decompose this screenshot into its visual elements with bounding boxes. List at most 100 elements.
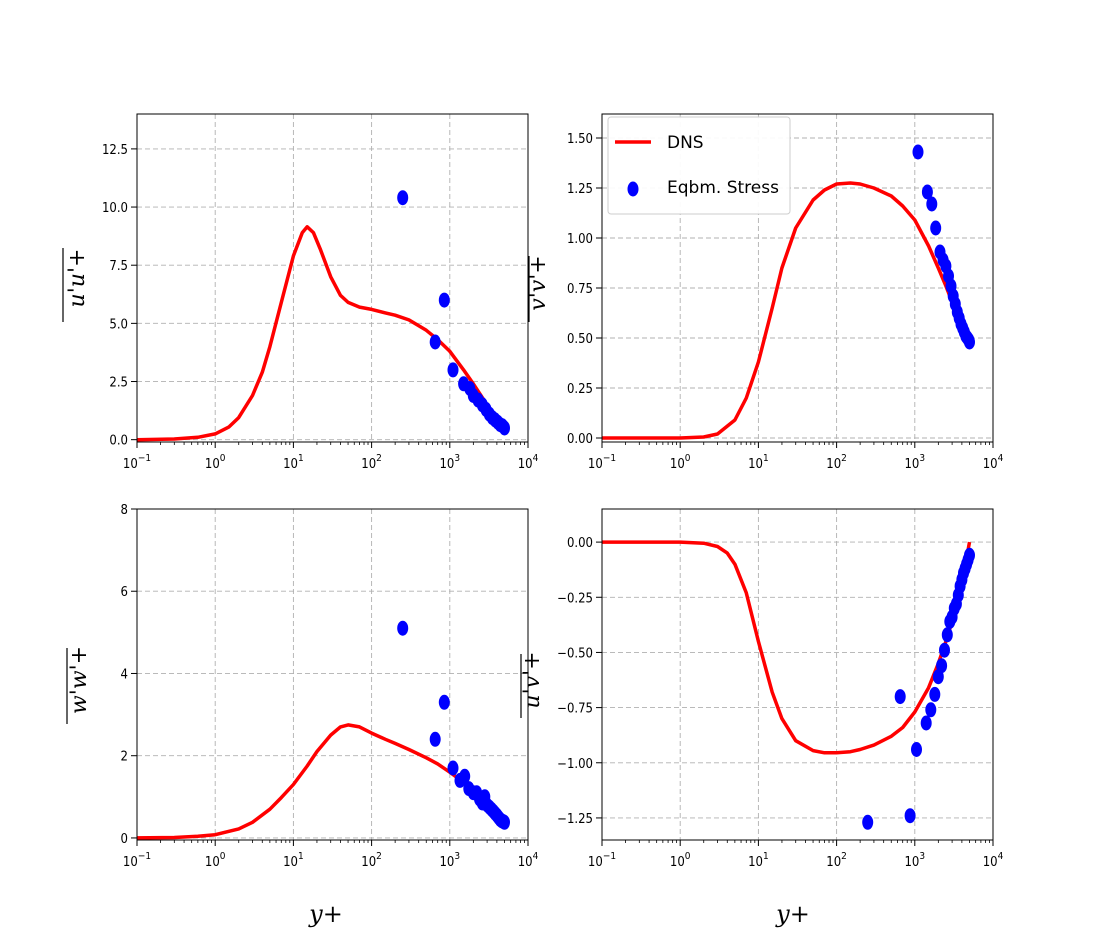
eqbm-stress-point [912,144,924,160]
marks [136,620,510,840]
eqbm-stress-point [397,190,409,206]
x-tick-label: 101 [283,851,304,870]
subplot-uu: 10−1 100 101 102 103 1040.02.55.07.510.012.5 … [62,113,539,472]
y-tick-label: 2.5 [109,376,128,391]
marks [602,144,975,440]
y-axis-label: v'v'+ [526,255,551,310]
x-tick-label: 10−1 [123,851,151,870]
y-tick-label: 4 [121,667,128,682]
dns-line [136,225,506,442]
x-tick-label: 104 [983,453,1004,472]
axes-frame [601,508,994,841]
eqbm-stress-point [939,642,950,658]
eqbm-stress-point [499,420,510,436]
y-tick-label: 1.00 [567,232,593,247]
subplot-ww: 10−1 100 101 102 103 104 0 2 4 6 8 w'w'+ y+ [66,503,539,928]
ticks: 10−1 100 101 102 103 104 0.0 2.5 5.0 7.5 10.0 12.5 [102,143,539,472]
eqbm-stress-point [936,658,948,674]
x-axis-label: y+ [308,900,343,928]
grid [602,114,993,442]
x-axis-label: y+ [775,900,810,928]
x-tick-label: 101 [748,453,769,472]
y-axis-label: w'w'+ [67,646,92,714]
y-tick-label: −0.25 [557,591,593,606]
eqbm-stress-point [920,715,932,731]
eqbm-stress-point [499,814,510,830]
y-tick-label: −1.25 [557,812,593,827]
eqbm-stress-point [429,334,441,350]
y-tick-label: 0.0 [109,434,128,449]
x-tick-label: 103 [904,851,925,870]
x-tick-label: 102 [826,851,847,870]
x-tick-label: 101 [283,453,304,472]
y-tick-label: 10.0 [102,201,128,216]
subplot-vv: 10−1 100 101 102 103 104 0.00 0.25 0.50 0.75 1.00 1… [526,113,1004,472]
legend-label-dns: DNS [667,133,704,153]
eqbm-stress-point [964,547,975,563]
eqbm-stress-point [904,808,916,824]
ticks: 10−1 100 101 102 103 104 0 2 4 6 8 [121,503,539,870]
x-tick-label: 10−1 [123,453,151,472]
x-tick-label: 100 [670,851,691,870]
legend-label-eqbm: Eqbm. Stress [667,178,779,198]
y-tick-label: 7.5 [109,259,128,274]
eqbm-stress-point [438,694,450,710]
x-tick-label: 101 [748,851,769,870]
grid [137,114,528,442]
grid [602,509,993,840]
marks [602,540,975,830]
marks [136,190,510,442]
y-tick-label: 0.00 [567,432,593,447]
eqbm-stress-point [926,196,938,212]
y-tick-label: 2 [121,750,128,765]
dns-line [602,181,972,440]
x-tick-label: 100 [205,453,226,472]
x-tick-label: 103 [439,453,460,472]
y-tick-label: 0.25 [567,382,593,397]
eqbm-stress-point [930,220,942,236]
y-tick-label: 1.50 [567,132,593,147]
x-tick-label: 10−1 [588,851,616,870]
y-axis-label: u'u'+ [65,249,90,308]
x-tick-label: 102 [361,851,382,870]
y-axis-label: u'v'+ [520,651,545,708]
x-tick-label: 10−1 [588,453,616,472]
x-tick-label: 100 [205,851,226,870]
eqbm-stress-point [941,627,953,643]
eqbm-stress-point [894,689,906,705]
x-tick-label: 100 [670,453,691,472]
y-tick-label: 5.0 [109,317,128,332]
y-tick-label: −0.75 [557,702,593,717]
eqbm-stress-point [921,184,933,200]
legend: DNS Eqbm. Stress [607,116,791,215]
y-tick-label: 12.5 [102,143,128,158]
x-tick-label: 104 [518,453,539,472]
eqbm-stress-point [911,742,922,757]
y-tick-label: 8 [121,503,128,518]
eqbm-stress-point [862,814,874,830]
x-tick-label: 104 [983,851,1004,870]
y-tick-label: 0 [121,832,128,847]
y-tick-label: 6 [121,585,128,600]
eqbm-stress-point [459,768,471,784]
ticks: 10−1 100 101 102 103 104 −1.25 −1.00 −0.75 −0.50 −… [557,536,1003,870]
x-tick-label: 104 [518,851,539,870]
x-tick-label: 102 [826,453,847,472]
eqbm-stress-point [438,292,450,308]
eqbm-stress-point [447,362,459,378]
x-tick-label: 103 [904,453,925,472]
y-tick-label: 1.25 [567,182,593,197]
axes-frame [136,508,529,841]
axes-frame [601,113,994,443]
legend-frame [607,116,791,215]
eqbm-stress-point [929,686,941,702]
eqbm-stress-point [964,334,975,350]
y-tick-label: 0.00 [567,536,593,551]
y-tick-label: −0.50 [557,646,593,661]
x-tick-label: 103 [439,851,460,870]
subplot-uv: 10−1 100 101 102 103 104 −1.25 −1.00 −0.75 −0.50 −… [520,508,1004,928]
legend-swatch-points [627,181,639,197]
axes-frame [136,113,529,443]
eqbm-stress-point [925,702,937,718]
eqbm-stress-point [429,731,441,747]
